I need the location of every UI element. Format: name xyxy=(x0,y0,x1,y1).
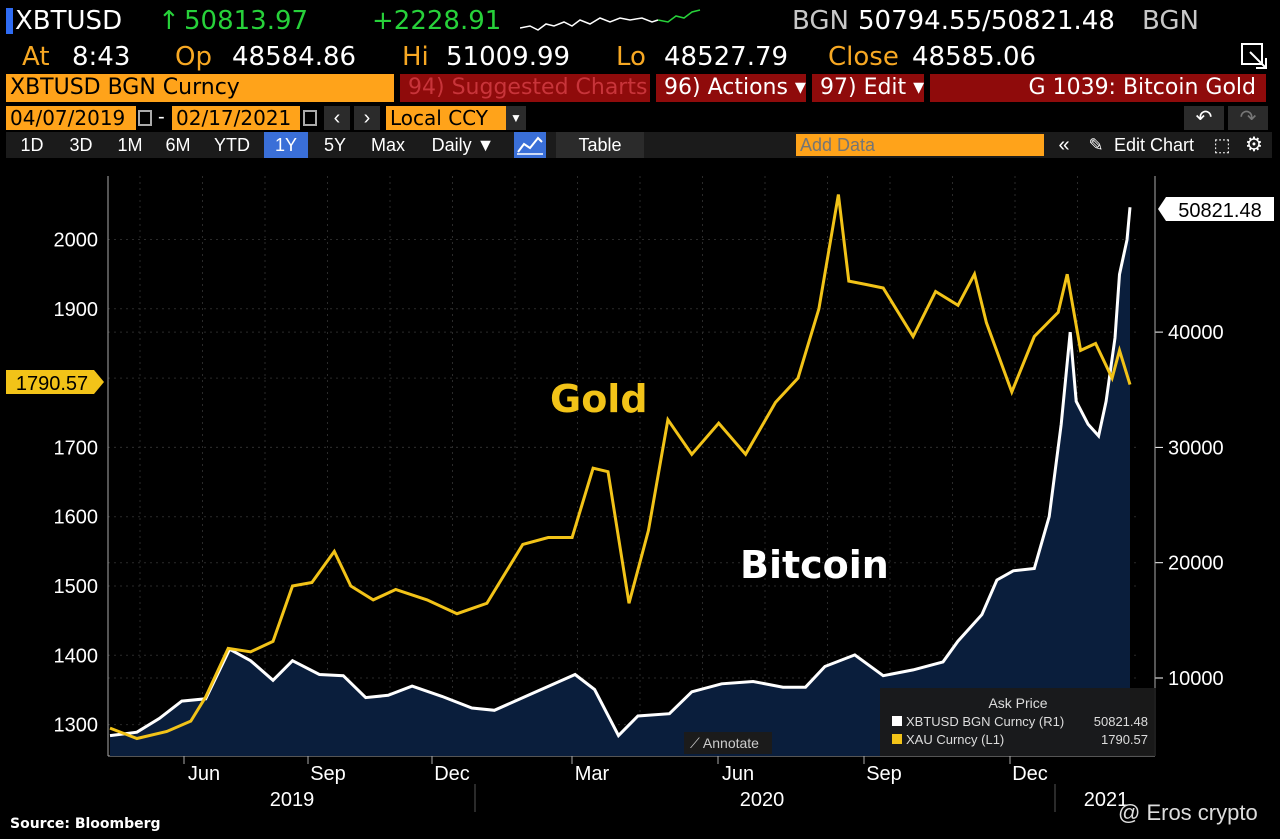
ticker-indicator xyxy=(6,8,13,34)
range-button-max[interactable]: Max xyxy=(370,135,405,155)
at-label: At xyxy=(22,42,50,72)
add-data-input[interactable] xyxy=(796,134,1044,156)
legend-box xyxy=(880,688,1156,756)
range-button-6m[interactable]: 6M xyxy=(165,135,191,155)
range-button-1y[interactable]: 1Y xyxy=(264,132,308,158)
gear-icon[interactable]: ⚙ xyxy=(1245,134,1263,156)
ask-source: BGN xyxy=(1142,6,1199,36)
legend-title: Ask Price xyxy=(988,695,1047,711)
sparkline xyxy=(520,9,701,31)
start-calendar-icon[interactable] xyxy=(138,110,152,126)
x-tick-label: Mar xyxy=(575,763,610,785)
range-button-3d[interactable]: 3D xyxy=(69,135,93,155)
prev-period-button[interactable]: ‹ xyxy=(324,106,350,130)
right-tick-label: 10000 xyxy=(1168,668,1224,690)
gold-label: Gold xyxy=(550,377,648,421)
x-tick-label: Dec xyxy=(1012,763,1048,785)
price-change: +2228.91 xyxy=(372,6,502,36)
left-tick-label: 1500 xyxy=(54,576,99,598)
x-tick-label: Dec xyxy=(434,763,470,785)
period-dropdown[interactable]: Daily ▼ xyxy=(431,135,495,155)
left-tick-label: 1300 xyxy=(54,715,99,737)
bid-ask-quote: 50794.55/50821.48 xyxy=(858,6,1115,36)
open-label: Op xyxy=(175,42,212,72)
start-date-field[interactable]: 04/07/2019 xyxy=(6,106,136,130)
range-button-ytd[interactable]: YTD xyxy=(214,135,250,155)
ticker-symbol[interactable]: XBTUSD xyxy=(15,6,123,36)
close-value: 48585.06 xyxy=(912,42,1037,72)
annotate-button[interactable] xyxy=(684,732,772,754)
year-label: 2021 xyxy=(1084,789,1129,811)
collapse-icon[interactable]: « xyxy=(1058,134,1070,156)
left-tick-label: 1600 xyxy=(54,507,99,529)
low-label: Lo xyxy=(616,42,646,72)
popout-icon[interactable] xyxy=(1240,42,1270,70)
bitcoin-last-value: 50821.48 xyxy=(1178,200,1261,222)
date-separator: - xyxy=(158,106,165,128)
year-label: 2020 xyxy=(740,789,785,811)
undo-icon[interactable]: ↶ xyxy=(1184,106,1224,130)
pencil-icon[interactable]: ✎ xyxy=(1088,135,1104,155)
redo-icon[interactable]: ↷ xyxy=(1228,106,1268,130)
table-button[interactable]: Table xyxy=(556,132,644,158)
bid-source: BGN xyxy=(792,6,849,36)
left-tick-label: 2000 xyxy=(54,230,99,252)
up-arrow-icon: ↑ xyxy=(158,6,180,36)
bitcoin-label: Bitcoin xyxy=(740,543,889,587)
legend-entry-name: XBTUSD BGN Curncy (R1) xyxy=(906,714,1064,729)
low-value: 48527.79 xyxy=(664,42,789,72)
end-date-field[interactable]: 02/17/2021 xyxy=(172,106,300,130)
left-tick-label: 1400 xyxy=(54,645,99,667)
gold-last-value: 1790.57 xyxy=(16,373,88,395)
chart-area: 1300140015001600170018001900200010000200… xyxy=(6,176,1274,812)
gold-last-tag xyxy=(6,370,104,394)
chart-settings-icon[interactable]: ⬚ xyxy=(1213,135,1231,155)
legend-entry-value: 50821.48 xyxy=(1094,714,1148,729)
bitcoin-last-tag xyxy=(1158,197,1274,221)
bitcoin-line xyxy=(109,207,1132,739)
actions-button[interactable]: 96) Actions ▾ xyxy=(656,74,806,102)
security-field[interactable]: XBTUSD BGN Curncy xyxy=(6,74,394,102)
edit-button[interactable]: 97) Edit ▾ xyxy=(812,74,924,102)
legend-entry-value: 1790.57 xyxy=(1101,732,1148,747)
page-title: G 1039: Bitcoin Gold xyxy=(930,74,1266,102)
left-tick-label: 1700 xyxy=(54,437,99,459)
x-tick-label: Jun xyxy=(188,763,220,785)
range-button-5y[interactable]: 5Y xyxy=(323,135,347,155)
last-price: 50813.97 xyxy=(184,6,309,36)
close-label: Close xyxy=(828,42,899,72)
line-chart-icon[interactable] xyxy=(514,132,546,158)
at-value: 8:43 xyxy=(72,42,131,72)
legend-entry-name: XAU Curncy (L1) xyxy=(906,732,1004,747)
currency-dropdown-icon[interactable]: ▼ xyxy=(506,106,526,130)
left-tick-label: 1900 xyxy=(54,299,99,321)
currency-field[interactable]: Local CCY xyxy=(386,106,506,130)
x-tick-label: Sep xyxy=(866,763,902,785)
legend-swatch xyxy=(892,716,902,726)
next-period-button[interactable]: › xyxy=(354,106,380,130)
range-button-1m[interactable]: 1M xyxy=(117,135,143,155)
x-tick-label: Jun xyxy=(722,763,754,785)
range-button-1d[interactable]: 1D xyxy=(20,135,44,155)
right-tick-label: 20000 xyxy=(1168,553,1224,575)
legend-swatch xyxy=(892,734,902,744)
annotate-label[interactable]: ⟋ Annotate xyxy=(690,735,759,751)
right-tick-label: 30000 xyxy=(1168,437,1224,459)
year-label: 2019 xyxy=(270,789,315,811)
right-tick-label: 40000 xyxy=(1168,322,1224,344)
open-value: 48584.86 xyxy=(232,42,357,72)
x-tick-label: Sep xyxy=(310,763,346,785)
watermark: @ Eros crypto xyxy=(1118,800,1258,825)
end-calendar-icon[interactable] xyxy=(303,110,317,126)
gold-line xyxy=(109,194,1132,741)
high-value: 51009.99 xyxy=(446,42,571,72)
high-label: Hi xyxy=(402,42,429,72)
suggested-charts-button[interactable]: 94) Suggested Charts xyxy=(400,74,650,102)
edit-chart-button[interactable]: Edit Chart xyxy=(1113,135,1195,155)
source-note: Source: Bloomberg xyxy=(10,816,161,832)
